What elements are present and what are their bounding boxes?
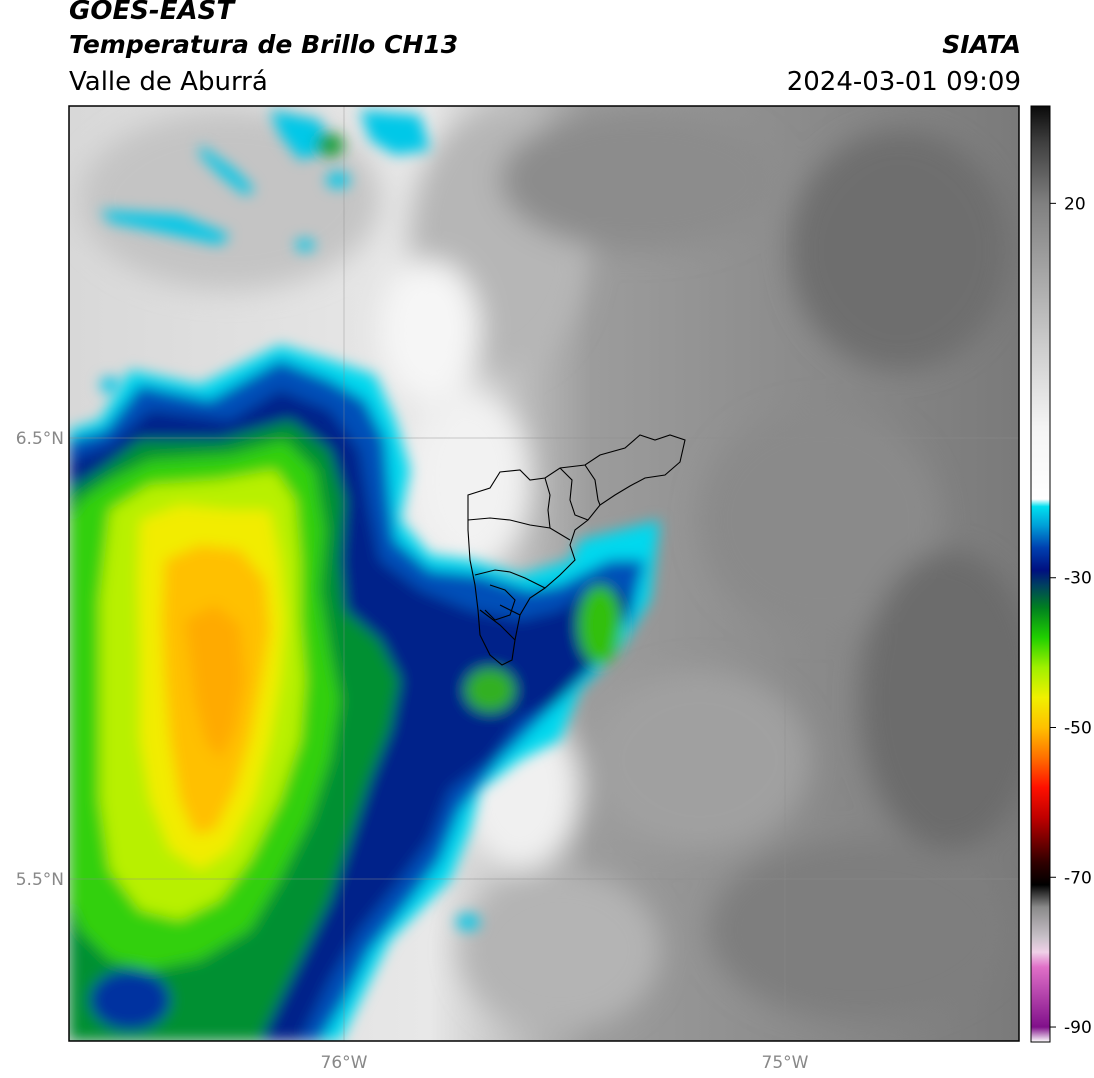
colorbar-tick-label: -70 (1064, 868, 1092, 888)
colorbar-tick-label: -50 (1064, 719, 1092, 739)
colorbar-tick-label: -90 (1064, 1018, 1092, 1038)
colorbar-tick-label: -30 (1064, 569, 1092, 589)
brightness-temperature-field (69, 106, 1019, 1041)
datetime-label: 2024-03-01 09:09 (786, 67, 1021, 97)
colorbar-fill (1031, 106, 1050, 1042)
product-title: Temperatura de Brillo CH13 (69, 30, 459, 59)
lon-label-75w: 75°W (762, 1053, 809, 1073)
lat-label-5-5: 5.5°N (16, 870, 64, 890)
colorbar-frame (1030, 105, 1051, 1043)
region-label: Valle de Aburrá (69, 67, 268, 97)
map-gridlines (69, 106, 1019, 1041)
lon-label-76w: 76°W (321, 1053, 368, 1073)
colorbar-tick-label: 20 (1064, 194, 1086, 214)
lat-label-6-5: 6.5°N (16, 429, 64, 449)
map-frame (68, 105, 1020, 1042)
municipal-boundaries (467, 434, 686, 666)
organization-label: SIATA (942, 30, 1021, 59)
satellite-title: GOES-EAST (69, 0, 235, 26)
colorbar: 20 -30 -50 -70 -90 (1030, 105, 1092, 1043)
